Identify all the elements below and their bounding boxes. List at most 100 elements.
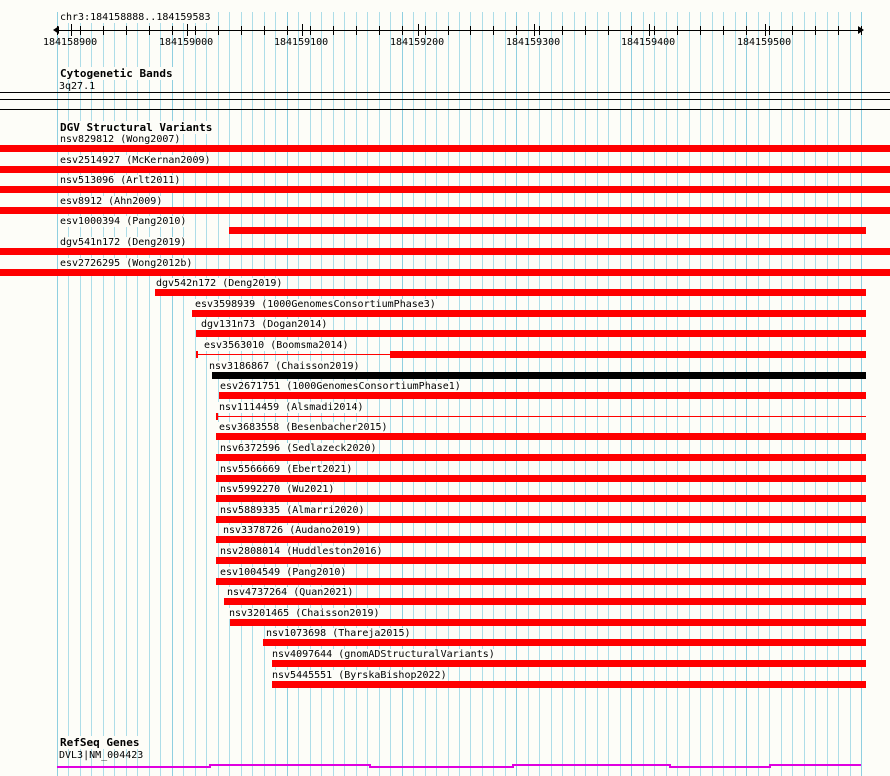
axis-tick	[402, 26, 403, 35]
axis-tick	[792, 26, 793, 35]
axis-tick	[815, 26, 816, 35]
dgv-variant-label[interactable]: dgv131n73 (Dogan2014)	[200, 319, 329, 330]
dgv-variant-label[interactable]: nsv1114459 (Alsmadi2014)	[218, 402, 365, 413]
section-divider-bottom	[0, 109, 890, 110]
gene-step-riser	[209, 764, 211, 768]
axis-tick	[700, 26, 701, 35]
dgv-variant-bar[interactable]	[216, 557, 866, 564]
dgv-variant-line[interactable]	[216, 416, 866, 417]
dgv-variant-line[interactable]	[196, 354, 390, 355]
dgv-variant-label[interactable]: nsv513096 (Arlt2011)	[59, 175, 182, 186]
axis-tick	[493, 26, 494, 35]
dgv-variant-label[interactable]: esv2514927 (McKernan2009)	[59, 155, 212, 166]
axis-tick	[149, 26, 150, 35]
axis-tick-label: 184159400	[621, 37, 676, 48]
dgv-variant-label[interactable]: nsv5445551 (ByrskaBishop2022)	[271, 670, 448, 681]
dgv-variant-label[interactable]: esv3598939 (1000GenomesConsortiumPhase3)	[194, 299, 437, 310]
axis-tick	[287, 26, 288, 35]
dgv-variant-label[interactable]: nsv5889335 (Almarri2020)	[219, 505, 366, 516]
axis-tick	[425, 26, 426, 35]
dgv-variant-bar[interactable]	[230, 619, 866, 626]
dgv-variant-bar[interactable]	[0, 145, 890, 152]
axis-tick	[57, 26, 58, 35]
cytoband-feature	[0, 92, 890, 93]
dgv-variant-label[interactable]: esv2671751 (1000GenomesConsortiumPhase1)	[219, 381, 462, 392]
gene-exon-segment[interactable]	[209, 764, 369, 766]
track-title-refseq-genes: RefSeq Genes	[59, 736, 141, 749]
dgv-variant-start-cap	[216, 413, 218, 420]
dgv-variant-label[interactable]: nsv5566669 (Ebert2021)	[219, 464, 354, 475]
dgv-variant-label[interactable]: esv2726295 (Wong2012b)	[59, 258, 194, 269]
dgv-variant-label[interactable]: esv1000394 (Pang2010)	[59, 216, 188, 227]
dgv-variant-bar[interactable]	[263, 639, 866, 646]
axis-major-tick	[534, 24, 535, 36]
axis-tick-label: 184159000	[159, 37, 214, 48]
dgv-variant-label[interactable]: dgv541n172 (Deng2019)	[59, 237, 188, 248]
gene-exon-segment[interactable]	[57, 766, 209, 768]
dgv-variant-bar[interactable]	[216, 516, 866, 523]
axis-tick-label: 184159500	[737, 37, 792, 48]
axis-tick	[585, 26, 586, 35]
axis-tick	[241, 26, 242, 35]
dgv-variant-bar[interactable]	[0, 207, 890, 214]
dgv-variant-bar[interactable]	[0, 269, 890, 276]
axis-tick	[516, 26, 517, 35]
axis-tick	[80, 26, 81, 35]
dgv-variant-label[interactable]: dgv542n172 (Deng2019)	[155, 278, 284, 289]
dgv-variant-bar[interactable]	[216, 578, 866, 585]
dgv-variant-bar[interactable]	[0, 166, 890, 173]
axis-tick	[126, 26, 127, 35]
axis-tick	[746, 26, 747, 35]
dgv-variant-label[interactable]: nsv1073698 (Thareja2015)	[265, 628, 412, 639]
dgv-variant-bar[interactable]	[216, 536, 866, 543]
dgv-variant-bar[interactable]	[390, 351, 866, 358]
dgv-variant-label[interactable]: nsv5992270 (Wu2021)	[219, 484, 336, 495]
gene-step-riser	[512, 764, 514, 768]
axis-tick	[608, 26, 609, 35]
dgv-variant-bar[interactable]	[192, 310, 866, 317]
gene-exon-segment[interactable]	[769, 764, 861, 766]
dgv-variant-bar[interactable]	[229, 227, 866, 234]
dgv-variant-label[interactable]: esv8912 (Ahn2009)	[59, 196, 164, 207]
coordinate-axis	[57, 30, 861, 31]
track-title-cytogenetic-bands: Cytogenetic Bands	[59, 67, 174, 80]
dgv-variant-bar[interactable]	[216, 475, 866, 482]
dgv-variant-bar[interactable]	[216, 433, 866, 440]
dgv-variant-label[interactable]: nsv4097644 (gnomADStructuralVariants)	[271, 649, 496, 660]
dgv-variant-label[interactable]: esv3563010 (Boomsma2014)	[203, 340, 350, 351]
axis-tick	[654, 26, 655, 35]
dgv-variant-bar[interactable]	[272, 660, 866, 667]
dgv-variant-label[interactable]: esv1004549 (Pang2010)	[219, 567, 348, 578]
dgv-variant-bar[interactable]	[224, 598, 866, 605]
dgv-variant-bar[interactable]	[212, 372, 866, 379]
axis-tick	[861, 26, 862, 35]
dgv-variant-label[interactable]: nsv3201465 (Chaisson2019)	[228, 608, 381, 619]
dgv-variant-label[interactable]: nsv4737264 (Quan2021)	[226, 587, 355, 598]
dgv-variant-bar[interactable]	[272, 681, 866, 688]
dgv-variant-bar[interactable]	[0, 248, 890, 255]
dgv-variant-label[interactable]: nsv829812 (Wong2007)	[59, 134, 182, 145]
track-title-dgv-structural-variants: DGV Structural Variants	[59, 121, 214, 134]
axis-major-tick	[302, 24, 303, 36]
gene-step-riser	[669, 764, 671, 768]
dgv-variant-bar[interactable]	[219, 392, 866, 399]
gene-exon-segment[interactable]	[669, 766, 769, 768]
dgv-variant-bar[interactable]	[155, 289, 866, 296]
gene-exon-segment[interactable]	[369, 766, 512, 768]
dgv-variant-label[interactable]: esv3683558 (Besenbacher2015)	[218, 422, 389, 433]
dgv-variant-label[interactable]: nsv3186867 (Chaisson2019)	[208, 361, 361, 372]
gene-step-riser	[369, 764, 371, 768]
dgv-variant-bar[interactable]	[0, 186, 890, 193]
axis-tick	[562, 26, 563, 35]
dgv-variant-label[interactable]: nsv6372596 (Sedlazeck2020)	[219, 443, 378, 454]
dgv-variant-label[interactable]: nsv2808014 (Huddleston2016)	[219, 546, 384, 557]
axis-major-tick	[187, 24, 188, 36]
axis-tick	[218, 26, 219, 35]
gene-exon-segment[interactable]	[512, 764, 669, 766]
dgv-variant-bar[interactable]	[216, 495, 866, 502]
dgv-variant-label[interactable]: nsv3378726 (Audano2019)	[222, 525, 363, 536]
dgv-variant-bar[interactable]	[216, 454, 866, 461]
axis-tick	[103, 26, 104, 35]
dgv-variant-bar[interactable]	[196, 330, 866, 337]
